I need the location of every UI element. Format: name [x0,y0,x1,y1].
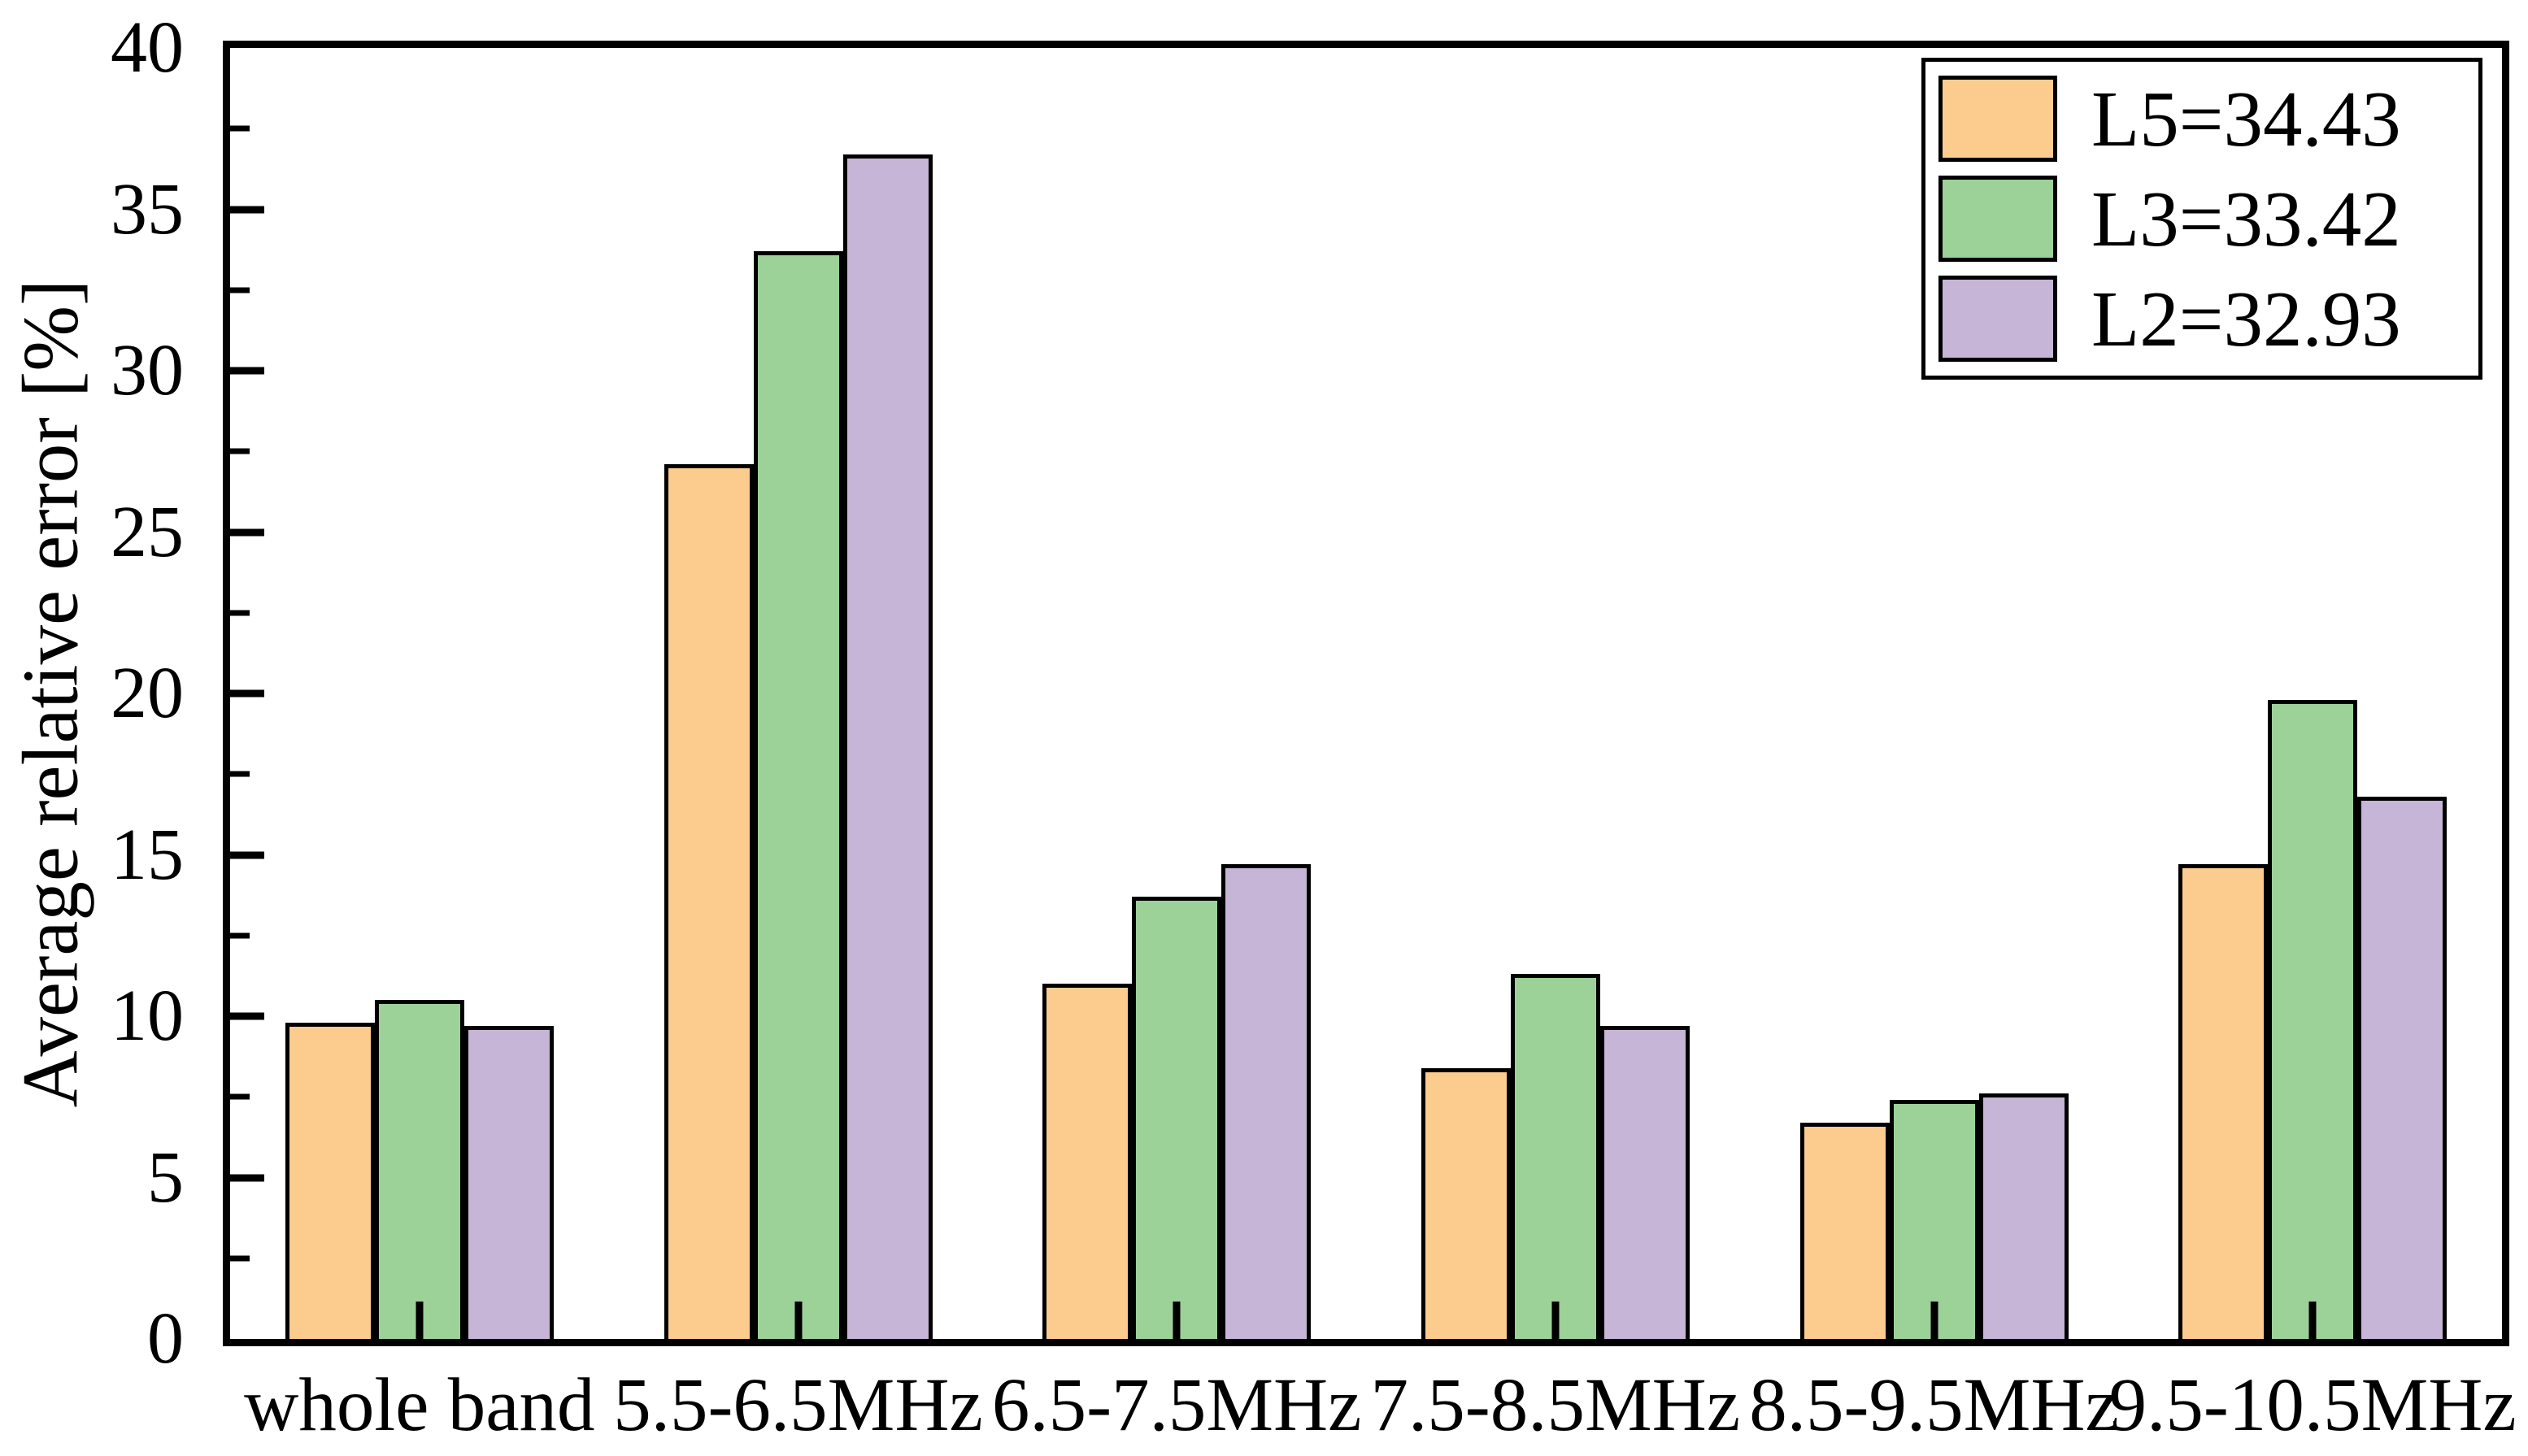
y-tick-label: 5 [147,1137,184,1218]
y-major-tick [230,528,264,536]
y-minor-tick [230,1093,250,1100]
y-major-tick [230,689,264,698]
bar [1221,864,1312,1339]
bar [1799,1123,1890,1339]
y-minor-tick [230,125,250,132]
bar [753,251,843,1339]
y-tick-label: 20 [111,653,184,733]
x-category-label: 8.5-9.5MHz [1749,1363,2119,1447]
legend-label: L2=32.93 [2091,275,2401,363]
legend-item: L5=34.43 [1938,76,2478,162]
bar [1978,1093,2069,1339]
y-major-tick [230,1174,264,1181]
y-tick-label: 30 [111,330,184,411]
bar [285,1023,375,1339]
bar [2357,797,2448,1339]
y-minor-tick [230,287,250,293]
legend-item: L2=32.93 [1938,276,2478,362]
y-tick-label: 40 [111,7,184,88]
x-category-label: 5.5-6.5MHz [613,1363,983,1447]
plot-inner [230,48,2502,1339]
x-tick [1551,1302,1560,1339]
y-major-tick [230,367,264,375]
y-minor-tick [230,932,250,939]
legend-item: L3=33.42 [1938,176,2478,262]
legend-label: L3=33.42 [2091,175,2401,263]
y-tick-label: 35 [111,168,184,250]
bar [1132,897,1222,1339]
x-category-label: whole band [244,1363,595,1447]
legend: L5=34.43 L3=33.42 L2=32.93 [1921,58,2482,380]
bar [374,1000,464,1339]
bar [1889,1100,1979,1339]
legend-swatch [1938,276,2057,362]
legend-label: L5=34.43 [2091,75,2401,163]
y-major-tick [230,1012,264,1020]
x-category-label: 9.5-10.5MHz [2108,1363,2517,1447]
y-minor-tick [230,1255,250,1262]
plot-area: L5=34.43 L3=33.42 L2=32.93 [223,41,2509,1346]
bar [463,1026,554,1339]
bar [2178,864,2269,1339]
x-tick [416,1302,424,1339]
bar [1042,984,1133,1339]
x-tick [2308,1302,2317,1339]
y-tick-label: 10 [111,976,184,1056]
bar [1510,974,1600,1339]
bar [664,464,754,1339]
y-tick-label: 0 [147,1298,184,1379]
x-tick [1930,1302,1938,1339]
x-tick [1173,1302,1181,1339]
x-tick [794,1302,802,1339]
y-minor-tick [230,610,250,616]
y-minor-tick [230,771,250,777]
legend-swatch [1938,76,2057,162]
bar [1599,1026,1690,1339]
bar [842,154,933,1339]
y-tick-label: 15 [111,814,184,895]
x-category-label: 7.5-8.5MHz [1370,1363,1741,1447]
y-major-tick [230,206,264,213]
legend-swatch [1938,176,2057,262]
y-minor-tick [230,448,250,454]
x-category-label: 6.5-7.5MHz [991,1363,1362,1447]
y-tick-label: 25 [111,491,184,572]
y-major-tick [230,851,264,858]
bar [2268,700,2358,1339]
bar [1421,1068,1511,1339]
